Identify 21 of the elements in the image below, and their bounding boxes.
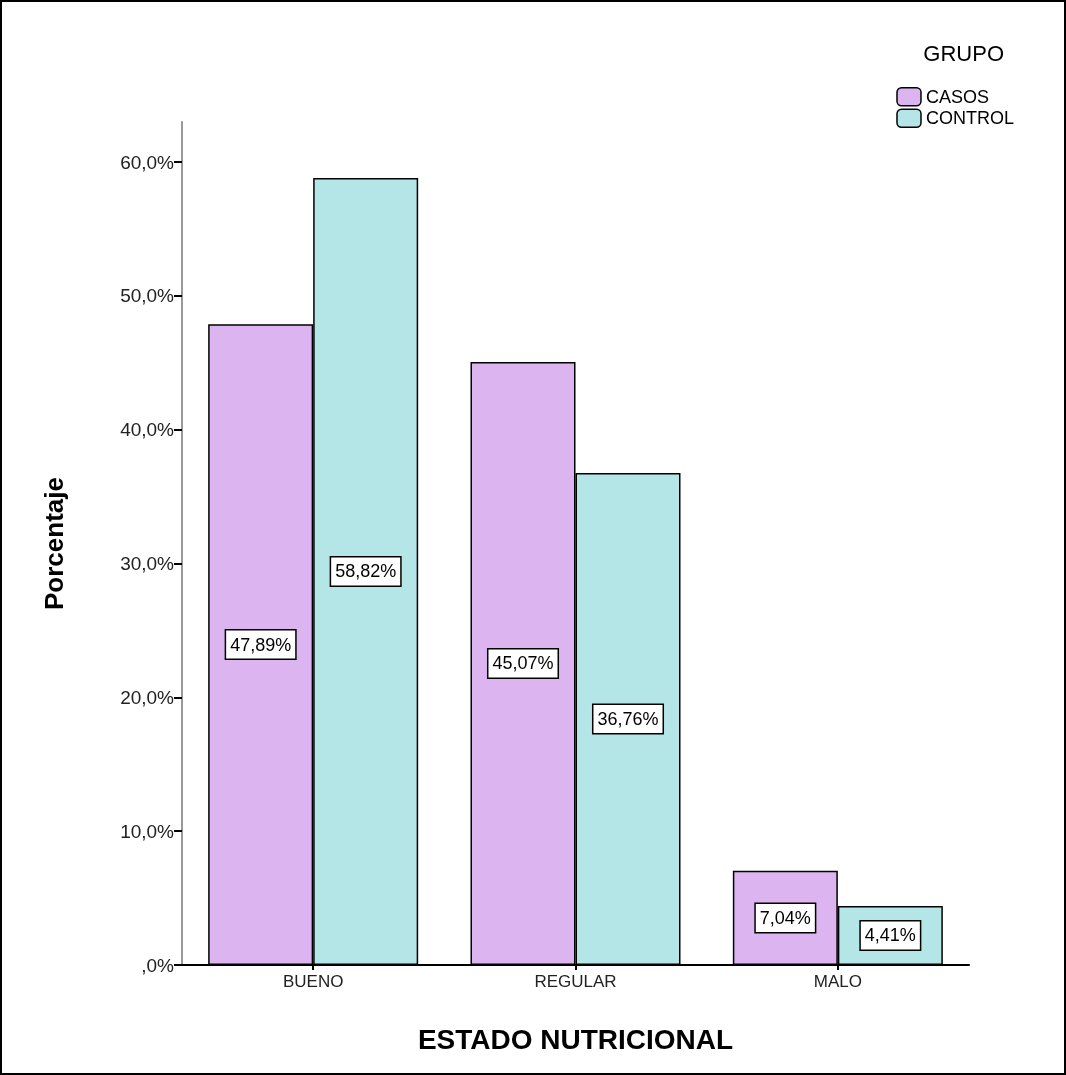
y-axis-title: Porcentaje <box>39 477 69 610</box>
y-tick-label: 40,0% <box>120 419 175 441</box>
legend-title: GRUPO <box>923 40 1005 66</box>
data-label: 7,04% <box>759 907 811 928</box>
y-tick-label: 60,0% <box>120 151 175 173</box>
y-tick-label: 20,0% <box>120 686 175 708</box>
x-axis-title: ESTADO NUTRICIONAL <box>417 1023 734 1055</box>
data-label: 45,07% <box>492 653 554 674</box>
legend-label: CONTROL <box>926 108 1015 129</box>
y-tick-label: ,0% <box>141 954 175 976</box>
data-label: 4,41% <box>864 925 916 946</box>
data-label: 58,82% <box>335 561 397 582</box>
x-tick-label: REGULAR <box>534 972 617 991</box>
x-tick-label: MALO <box>813 972 862 991</box>
y-tick-label: 50,0% <box>120 285 175 307</box>
legend-label: CASOS <box>926 86 990 107</box>
x-tick-label: BUENO <box>282 972 344 991</box>
data-label: 47,89% <box>230 634 292 655</box>
y-tick-label: 30,0% <box>120 553 175 575</box>
data-label: 36,76% <box>597 709 659 730</box>
y-tick-label: 10,0% <box>120 820 175 842</box>
